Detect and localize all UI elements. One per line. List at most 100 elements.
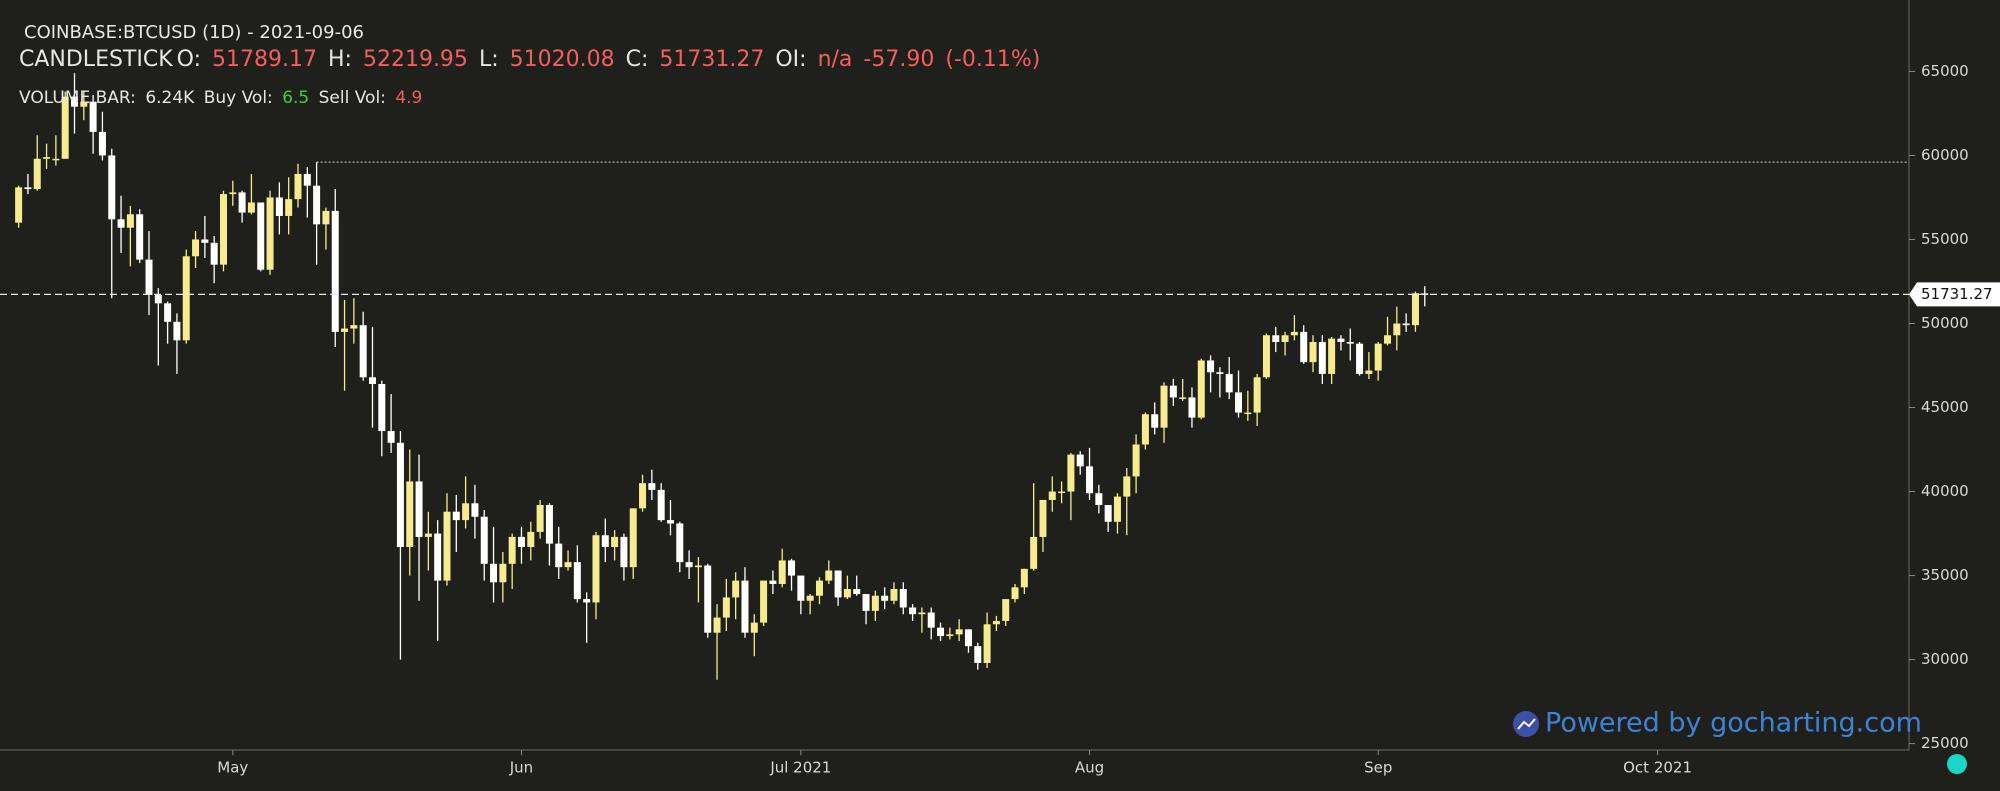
- candle-body: [490, 563, 498, 583]
- series-name: CANDLESTICK: [19, 47, 173, 72]
- candle-body: [1086, 466, 1094, 494]
- candle-body: [98, 131, 106, 156]
- candle-body: [657, 489, 665, 521]
- candle-body: [611, 536, 619, 547]
- candle-body: [257, 202, 265, 270]
- volume-legend: VOLUME BAR: 6.24K Buy Vol: 6.5 Sell Vol:…: [19, 88, 426, 108]
- candle-body: [1411, 293, 1419, 326]
- candle-body: [229, 192, 237, 195]
- candle-body: [517, 536, 525, 547]
- candle-body: [1095, 493, 1103, 505]
- candle-body: [424, 533, 432, 537]
- candle-body: [210, 242, 218, 265]
- candle-body: [704, 565, 712, 633]
- candle-body: [983, 624, 991, 663]
- candle-body: [1207, 360, 1215, 373]
- candle-body: [201, 239, 209, 243]
- candle-body: [331, 210, 339, 332]
- candle-body: [937, 627, 945, 637]
- candle-body: [182, 256, 190, 341]
- candle-body: [974, 646, 982, 663]
- candle-body: [955, 629, 963, 635]
- candle-body: [1039, 499, 1047, 537]
- candle-body: [685, 562, 693, 568]
- candle-body: [1179, 397, 1187, 399]
- candle-body: [247, 202, 255, 213]
- candle-body: [834, 570, 842, 598]
- buy-label: Buy Vol:: [203, 88, 273, 108]
- candle-body: [555, 543, 563, 568]
- candle-body: [1290, 331, 1298, 336]
- candle-body: [1067, 454, 1075, 492]
- oi-label: OI:: [775, 47, 807, 72]
- candle-body: [275, 197, 283, 216]
- candle-body: [797, 575, 805, 601]
- candle-body: [1346, 341, 1354, 344]
- candle-body: [676, 523, 684, 563]
- candle-body: [1020, 568, 1028, 588]
- y-tick-label: 40000: [1921, 482, 1969, 500]
- ohlc-value: 51020.08: [509, 47, 615, 72]
- candle-body: [192, 239, 200, 257]
- candle-body: [443, 511, 451, 581]
- oi-value: n/a: [817, 47, 853, 72]
- candle-body: [639, 483, 647, 509]
- candle-body: [415, 481, 423, 537]
- candle-body: [396, 442, 404, 547]
- candle-body: [136, 214, 144, 260]
- chart-title: COINBASE:BTCUSD (1D) - 2021-09-06: [24, 22, 364, 43]
- candle-body: [322, 210, 330, 225]
- candle-body: [285, 199, 293, 216]
- candle-body: [471, 503, 479, 517]
- last-price-label: 51731.27: [1921, 285, 1993, 303]
- ohlc-value: 52219.95: [362, 47, 468, 72]
- candle-body: [694, 565, 702, 568]
- candle-body: [508, 536, 516, 564]
- y-tick-label: 35000: [1921, 566, 1969, 584]
- candle-body: [843, 589, 851, 598]
- candle-body: [806, 595, 814, 601]
- candle-body: [592, 535, 600, 603]
- candle-body: [620, 536, 628, 568]
- candle-body: [881, 595, 889, 601]
- candle-body: [1132, 444, 1140, 477]
- ohlc-label: H:: [327, 47, 352, 72]
- candle-body: [1300, 331, 1308, 363]
- candle-body: [601, 535, 609, 547]
- candle-body: [462, 503, 470, 521]
- candle-body: [946, 634, 954, 637]
- candle-body: [918, 612, 926, 615]
- candle-body: [43, 157, 51, 159]
- candle-body: [52, 158, 60, 161]
- candle-body: [536, 504, 544, 532]
- candle-body: [294, 173, 302, 200]
- status-dot[interactable]: [1947, 754, 1967, 774]
- y-tick-label: 60000: [1921, 146, 1969, 164]
- candle-body: [713, 617, 721, 633]
- candle-body: [1216, 372, 1224, 374]
- candle-body: [238, 192, 246, 213]
- candle-body: [1113, 496, 1121, 522]
- ohlc-label: C:: [625, 47, 649, 72]
- y-tick-label: 45000: [1921, 398, 1969, 416]
- candle-body: [778, 560, 786, 584]
- candle-body: [769, 580, 777, 584]
- y-tick-label: 25000: [1921, 734, 1969, 752]
- candle-body: [1374, 343, 1382, 371]
- candle-body: [1048, 491, 1056, 500]
- candle-body: [1328, 338, 1336, 374]
- candle-body: [564, 562, 572, 568]
- candle-body: [1393, 323, 1401, 336]
- ohlc-value: 51789.17: [212, 47, 317, 72]
- candle-body: [1272, 335, 1280, 342]
- candle-body: [164, 303, 172, 322]
- candle-body: [1123, 476, 1131, 497]
- y-tick-label: 50000: [1921, 314, 1969, 332]
- sell-label: Sell Vol:: [318, 88, 386, 108]
- candle-body: [788, 560, 796, 576]
- candle-body: [750, 622, 758, 633]
- x-tick-label: Aug: [1075, 759, 1104, 777]
- candle-body: [1058, 491, 1066, 494]
- candle-body: [1281, 335, 1289, 342]
